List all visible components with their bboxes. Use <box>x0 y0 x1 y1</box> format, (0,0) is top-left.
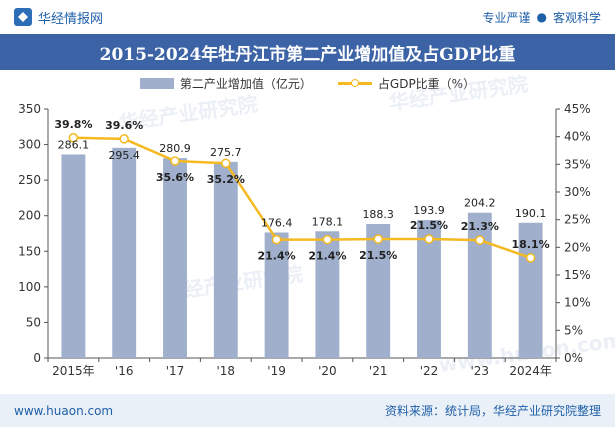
y-left-tick-label: 50 <box>26 315 41 329</box>
footer: www.huaon.com 资料来源：统计局，华经产业研究院整理 <box>0 394 615 427</box>
top-bar: 华经情报网 专业严谨 ● 客观科学 <box>0 0 615 34</box>
line-point <box>373 234 383 244</box>
bar-value-label: 286.1 <box>58 138 90 151</box>
bar <box>467 212 492 358</box>
x-tick-label: '19 <box>267 364 286 378</box>
brand-name: 华经情报网 <box>38 11 104 27</box>
bar-value-label: 275.7 <box>210 146 242 159</box>
y-right-tick-label: 5% <box>564 323 583 337</box>
x-tick-label: '16 <box>115 364 134 378</box>
bar-value-label: 188.3 <box>362 208 394 221</box>
x-tick-label: '17 <box>166 364 185 378</box>
legend-line-swatch <box>337 78 372 89</box>
y-right-tick-label: 0% <box>564 351 583 365</box>
huajing-logo-icon <box>14 8 32 26</box>
chart-title: 2015-2024年牡丹江市第二产业增加值及占GDP比重 <box>99 44 516 65</box>
line-value-label: 21.5% <box>359 249 397 262</box>
x-tick-label: 2015年 <box>52 364 95 378</box>
y-right-tick-label: 40% <box>564 130 591 144</box>
share-line <box>73 136 532 260</box>
y-left-tick-label: 200 <box>18 209 41 223</box>
line-value-label: 35.6% <box>156 171 194 184</box>
x-tick-label: '23 <box>471 364 490 378</box>
x-tick-label: 2024年 <box>509 364 552 378</box>
line-value-label: 39.8% <box>54 118 92 131</box>
bar-value-label: 295.4 <box>108 149 140 162</box>
bar-value-label: 193.9 <box>413 204 445 217</box>
bar <box>315 231 340 358</box>
chart-plot: 华经产业研究院华经产业研究院华经产业研究院www.huaon.com050100… <box>18 72 615 378</box>
bar-value-label: 178.1 <box>312 215 344 228</box>
line-point <box>322 234 333 245</box>
line-value-label: 21.4% <box>308 250 346 263</box>
bar-value-label: 280.9 <box>159 142 191 155</box>
x-tick-label: '21 <box>369 364 388 378</box>
line-point <box>68 133 79 143</box>
y-left-tick-label: 0 <box>33 351 41 365</box>
line-point <box>475 235 485 245</box>
legend-bar-swatch <box>139 77 174 89</box>
legend: 第二产业增加值（亿元） 占GDP比重（%） <box>0 72 615 94</box>
bar-value-label: 176.4 <box>261 217 293 230</box>
bar <box>163 158 187 358</box>
watermark-text: 华经产业研究院 <box>387 72 529 115</box>
legend-bar-label: 第二产业增加值（亿元） <box>179 76 312 91</box>
legend-item-bar: 第二产业增加值（亿元） <box>139 75 312 92</box>
y-left-tick-label: 150 <box>18 244 41 258</box>
line-value-label: 21.5% <box>410 219 448 232</box>
line-value-label: 39.6% <box>105 119 143 132</box>
title-band: 2015-2024年牡丹江市第二产业增加值及占GDP比重 <box>0 34 615 70</box>
y-right-tick-label: 35% <box>564 157 591 171</box>
legend-item-line: 占GDP比重（%） <box>337 75 476 92</box>
bar <box>112 147 137 358</box>
y-right-tick-label: 30% <box>564 185 591 199</box>
line-point <box>424 234 434 244</box>
line-point <box>119 134 129 144</box>
y-left-tick-label: 300 <box>18 138 41 152</box>
y-right-tick-label: 45% <box>564 102 591 116</box>
x-tick-label: '18 <box>217 364 236 378</box>
line-point <box>271 234 282 245</box>
legend-line-label: 占GDP比重（%） <box>377 76 476 91</box>
tagline-right: 客观科学 <box>552 10 601 25</box>
y-right-tick-label: 25% <box>564 213 591 227</box>
line-value-label: 21.3% <box>461 220 499 233</box>
line-value-label: 18.1% <box>512 238 550 251</box>
bar <box>366 224 391 358</box>
line-value-label: 21.4% <box>258 250 296 263</box>
tagline: 专业严谨 ● 客观科学 <box>482 9 601 26</box>
bar <box>417 220 441 358</box>
x-tick-label: '20 <box>318 364 337 378</box>
y-right-tick-label: 20% <box>564 240 591 254</box>
tagline-separator: ● <box>536 10 547 24</box>
bar <box>213 161 238 358</box>
bar <box>61 154 86 358</box>
y-left-tick-label: 100 <box>18 280 41 294</box>
line-point <box>221 158 231 168</box>
footer-url: www.huaon.com <box>14 403 114 418</box>
line-value-label: 35.2% <box>207 173 245 186</box>
line-point <box>525 253 536 263</box>
y-right-tick-label: 15% <box>564 268 591 282</box>
line-point <box>170 156 180 166</box>
footer-source: 资料来源：统计局，华经产业研究院整理 <box>384 404 601 418</box>
y-left-tick-label: 250 <box>18 173 41 187</box>
bar-value-label: 204.2 <box>464 197 496 210</box>
x-tick-label: '22 <box>420 364 439 378</box>
bar <box>264 232 289 358</box>
tagline-left: 专业严谨 <box>482 10 531 25</box>
brand: 华经情报网 <box>14 8 103 27</box>
y-left-tick-label: 350 <box>18 102 41 116</box>
y-right-tick-label: 10% <box>564 296 591 310</box>
bar-value-label: 190.1 <box>515 207 547 220</box>
